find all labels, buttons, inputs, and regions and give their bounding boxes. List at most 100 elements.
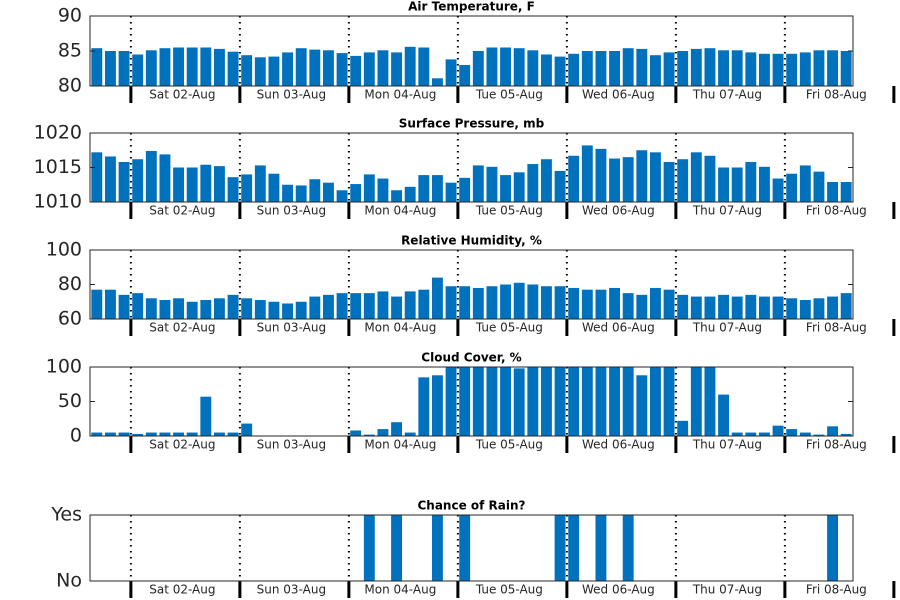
bar <box>350 430 362 436</box>
bar <box>159 48 171 86</box>
bar <box>827 50 839 86</box>
bar <box>200 47 212 86</box>
bar <box>581 367 593 436</box>
bar <box>145 432 157 436</box>
bar <box>840 433 852 436</box>
bar <box>622 48 634 86</box>
bar <box>132 433 144 436</box>
bar <box>677 420 689 436</box>
bar <box>104 432 116 436</box>
bar <box>827 296 839 319</box>
bar <box>132 293 144 319</box>
bar <box>500 47 512 86</box>
bar <box>609 51 621 86</box>
bar <box>350 184 362 202</box>
x-tick-label: Sun 03-Aug <box>257 583 326 597</box>
bar <box>636 294 648 319</box>
bar <box>241 423 253 436</box>
bar <box>840 51 852 86</box>
bar <box>363 52 375 86</box>
bar <box>309 179 321 202</box>
x-tick-label: Sat 02-Aug <box>149 583 215 597</box>
y-tick-label: 50 <box>58 390 82 412</box>
bar <box>213 432 225 436</box>
bar <box>472 287 484 319</box>
bar <box>649 287 661 319</box>
x-tick-label: Sat 02-Aug <box>149 204 215 218</box>
bar <box>513 368 525 436</box>
bar <box>500 284 512 319</box>
bar <box>595 367 607 436</box>
bar <box>663 289 675 319</box>
bar <box>663 367 675 436</box>
x-tick-label: Mon 04-Aug <box>364 88 436 102</box>
bar <box>200 396 212 436</box>
x-tick-label: Mon 04-Aug <box>364 583 436 597</box>
bar <box>554 56 566 86</box>
bar <box>568 53 580 86</box>
bar <box>145 50 157 86</box>
bar <box>636 150 648 202</box>
plot-frame <box>89 132 854 203</box>
bar <box>554 170 566 202</box>
bar <box>186 432 198 436</box>
bar <box>827 426 839 436</box>
bar <box>459 286 471 319</box>
bar <box>282 184 294 202</box>
bar <box>391 296 403 319</box>
x-tick-label: Tue 05-Aug <box>475 583 543 597</box>
bar <box>527 164 539 202</box>
bar <box>145 298 157 319</box>
bar <box>786 173 798 202</box>
x-tick-label: Wed 06-Aug <box>582 438 655 452</box>
bar <box>622 367 634 436</box>
bar <box>718 294 730 319</box>
bar <box>486 286 498 319</box>
bar <box>500 175 512 202</box>
x-tick-label: Sat 02-Aug <box>149 321 215 335</box>
y-tick-label: No <box>56 570 82 592</box>
bar <box>527 284 539 319</box>
x-tick-label: Thu 07-Aug <box>692 88 762 102</box>
bar <box>513 172 525 202</box>
bar <box>568 367 580 436</box>
bar <box>104 51 116 86</box>
bar <box>254 57 266 86</box>
bar <box>745 432 757 436</box>
bar <box>690 48 702 86</box>
bar <box>350 55 362 86</box>
bar <box>322 50 334 86</box>
bar <box>295 185 307 202</box>
y-tick-label: 100 <box>46 239 82 261</box>
x-tick-label: Fri 08-Aug <box>806 321 867 335</box>
bar <box>649 152 661 202</box>
bar <box>609 287 621 319</box>
x-tick-label: Thu 07-Aug <box>692 438 762 452</box>
x-tick-label: Sat 02-Aug <box>149 88 215 102</box>
bar <box>118 51 130 86</box>
y-tick-label: Yes <box>50 504 82 526</box>
bar <box>731 50 743 86</box>
bar <box>404 46 416 86</box>
bar <box>527 50 539 86</box>
bar <box>200 164 212 202</box>
x-tick-label: Sun 03-Aug <box>257 438 326 452</box>
bar <box>377 291 389 319</box>
bar <box>363 515 375 581</box>
bar <box>404 186 416 202</box>
x-tick-label: Mon 04-Aug <box>364 321 436 335</box>
bar <box>758 296 770 319</box>
bar <box>622 515 634 581</box>
bar <box>513 282 525 319</box>
y-tick-label: 1010 <box>34 191 82 213</box>
x-tick-label: Sat 02-Aug <box>149 438 215 452</box>
bar <box>459 65 471 86</box>
bar <box>227 51 239 86</box>
bar <box>159 300 171 319</box>
bar <box>677 294 689 319</box>
bar <box>813 50 825 86</box>
bar <box>309 49 321 86</box>
bar <box>391 190 403 202</box>
bar <box>513 48 525 86</box>
